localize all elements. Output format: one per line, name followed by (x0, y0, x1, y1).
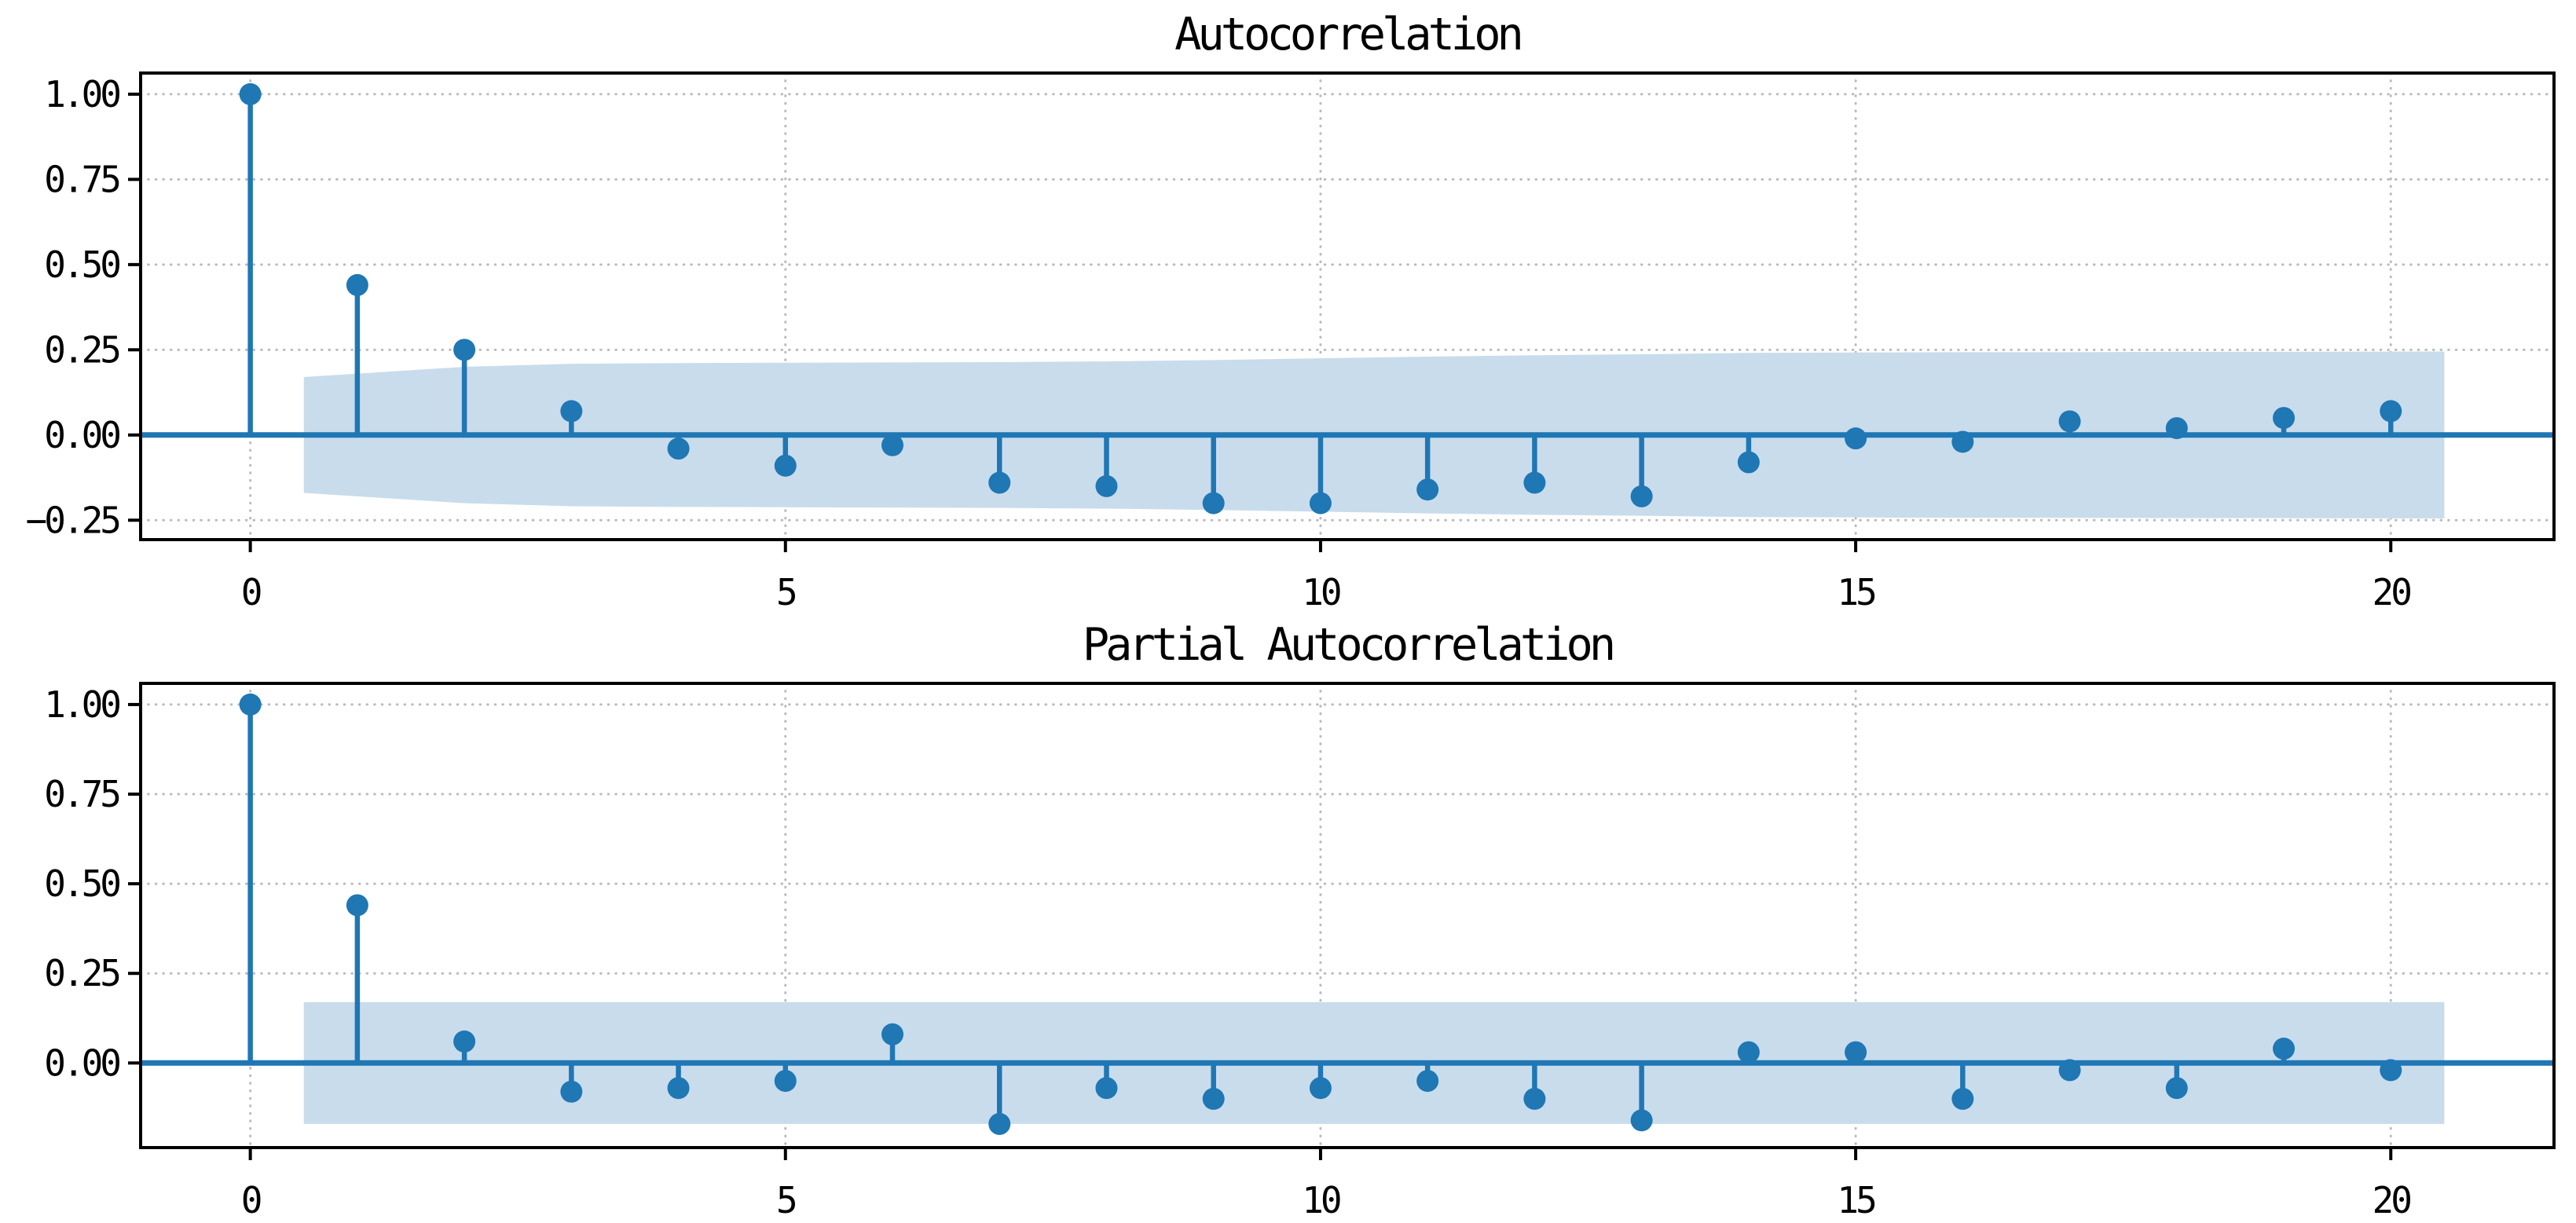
pacf-marker-lag-11 (1416, 1070, 1439, 1093)
acf-x-tick-label: 0 (241, 571, 261, 613)
pacf-x-tick-label: 0 (241, 1179, 261, 1221)
pacf-y-tick-label: 0.25 (44, 952, 119, 994)
pacf-marker-lag-9 (1202, 1087, 1225, 1110)
acf-marker-lag-16 (1951, 430, 1974, 453)
pacf-marker-lag-14 (1737, 1041, 1760, 1064)
pacf-x-tick-label: 10 (1302, 1179, 1340, 1221)
acf-x-tick-label: 10 (1302, 571, 1340, 613)
pacf-marker-lag-4 (667, 1077, 690, 1100)
acf-marker-lag-4 (667, 438, 690, 460)
acf-marker-lag-15 (1845, 427, 1867, 450)
pacf-x-tick-label: 5 (776, 1179, 796, 1221)
acf-y-tick-label: −0.25 (26, 499, 120, 541)
acf-marker-lag-14 (1737, 451, 1760, 474)
pacf-marker-lag-10 (1309, 1077, 1332, 1100)
pacf-marker-lag-6 (881, 1023, 904, 1045)
acf-y-tick-label: 0.75 (44, 158, 119, 200)
pacf-marker-lag-12 (1523, 1087, 1546, 1110)
pacf-axes-frame (139, 682, 2556, 1149)
pacf-marker-lag-7 (988, 1112, 1011, 1135)
acf-marker-lag-18 (2165, 417, 2188, 440)
pacf-subplot: 0 5 10 15 20 1.00 0.75 0.50 0.25 0.00 Partial Auto… (44, 619, 2556, 1221)
pacf-marker-lag-1 (346, 894, 368, 917)
pacf-y-tick-label: 0.75 (44, 773, 119, 815)
pacf-marker-lag-13 (1630, 1109, 1653, 1132)
pacf-marker-lag-20 (2380, 1059, 2402, 1082)
pacf-title: Partial Autocorrelation (1083, 619, 1613, 671)
acf-marker-lag-13 (1630, 485, 1653, 507)
pacf-marker-lag-17 (2058, 1059, 2081, 1082)
acf-marker-lag-3 (560, 400, 583, 423)
acf-marker-lag-20 (2380, 400, 2402, 423)
pacf-marker-lag-3 (560, 1080, 583, 1103)
pacf-marker-lag-2 (453, 1030, 476, 1053)
acf-axes-frame (139, 71, 2556, 541)
acf-y-tick-label: 0.00 (44, 414, 119, 456)
pacf-y-tick-label: 1.00 (44, 683, 119, 726)
acf-marker-lag-9 (1202, 492, 1225, 514)
acf-marker-lag-7 (988, 471, 1011, 494)
pacf-marker-lag-0 (239, 693, 262, 716)
acf-marker-lag-6 (881, 434, 904, 456)
pacf-y-tick-label: 0.50 (44, 862, 119, 905)
acf-marker-lag-10 (1309, 492, 1332, 514)
acf-x-tick-label: 20 (2373, 571, 2411, 613)
pacf-marker-lag-16 (1951, 1087, 1974, 1110)
acf-marker-lag-17 (2058, 410, 2081, 433)
pacf-marker-lag-19 (2273, 1038, 2296, 1060)
acf-marker-lag-5 (774, 454, 797, 477)
pacf-y-tick-label: 0.00 (44, 1042, 119, 1084)
acf-marker-lag-0 (239, 82, 262, 105)
acf-x-tick-label: 5 (776, 571, 796, 613)
acf-subplot: 0 5 10 15 20 1.00 0.75 0.50 0.25 0.00 −0.25 Autocor… (26, 9, 2556, 613)
acf-title: Autocorrelation (1174, 9, 1520, 60)
acf-y-tick-label: 0.50 (44, 244, 119, 286)
acf-marker-lag-19 (2273, 407, 2296, 430)
acf-marker-lag-11 (1416, 478, 1439, 501)
pacf-marker-lag-8 (1095, 1077, 1118, 1100)
pacf-x-tick-label: 20 (2373, 1179, 2411, 1221)
pacf-x-tick-label: 15 (1837, 1179, 1875, 1221)
acf-marker-lag-8 (1095, 474, 1118, 497)
acf-x-tick-label: 15 (1837, 571, 1875, 613)
acf-marker-lag-12 (1523, 471, 1546, 494)
pacf-marker-lag-5 (774, 1070, 797, 1093)
pacf-marker-lag-18 (2165, 1077, 2188, 1100)
acf-y-tick-label: 0.25 (44, 328, 119, 371)
pacf-marker-lag-15 (1845, 1041, 1867, 1064)
acf-marker-lag-1 (346, 273, 368, 296)
acf-y-tick-label: 1.00 (44, 73, 119, 115)
acf-marker-lag-2 (453, 339, 476, 361)
